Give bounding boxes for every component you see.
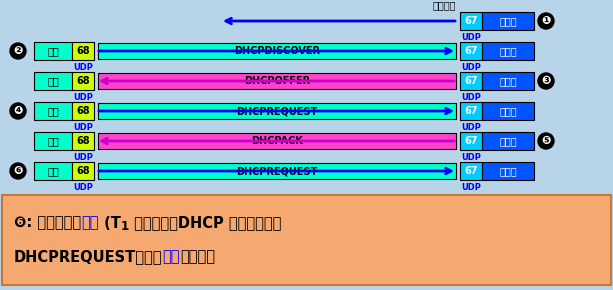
Text: ❻: 租用期过了: ❻: 租用期过了 [14, 215, 81, 231]
Text: ❶: ❶ [541, 16, 550, 26]
FancyBboxPatch shape [72, 42, 94, 60]
Text: DHCPREQUEST: DHCPREQUEST [237, 166, 318, 176]
Text: 68: 68 [76, 106, 90, 116]
FancyBboxPatch shape [460, 12, 482, 30]
Text: UDP: UDP [461, 64, 481, 72]
Text: UDP: UDP [461, 34, 481, 43]
FancyBboxPatch shape [34, 132, 72, 150]
FancyBboxPatch shape [98, 103, 456, 119]
Text: 68: 68 [76, 166, 90, 176]
FancyBboxPatch shape [482, 102, 534, 120]
FancyBboxPatch shape [98, 43, 456, 59]
Circle shape [538, 133, 554, 149]
FancyBboxPatch shape [482, 12, 534, 30]
Text: 67: 67 [464, 76, 478, 86]
Text: UDP: UDP [73, 153, 93, 162]
Text: ❷: ❷ [13, 46, 23, 56]
Text: 客户: 客户 [47, 46, 59, 56]
Text: DHCPREQUEST，要求: DHCPREQUEST，要求 [14, 249, 162, 264]
FancyBboxPatch shape [98, 73, 456, 89]
Text: ❹: ❹ [13, 106, 23, 116]
Text: DHCPDISCOVER: DHCPDISCOVER [234, 46, 320, 56]
FancyBboxPatch shape [2, 195, 611, 285]
FancyBboxPatch shape [98, 133, 456, 149]
FancyBboxPatch shape [34, 162, 72, 180]
Text: 67: 67 [464, 136, 478, 146]
FancyBboxPatch shape [72, 162, 94, 180]
Text: 客户: 客户 [47, 136, 59, 146]
Text: 1: 1 [121, 220, 129, 233]
Text: 67: 67 [464, 166, 478, 176]
Text: DHCPACK: DHCPACK [251, 136, 303, 146]
Circle shape [10, 163, 26, 179]
Text: 68: 68 [76, 136, 90, 146]
Text: 客户: 客户 [47, 76, 59, 86]
Text: 一半: 一半 [81, 215, 99, 231]
Text: 67: 67 [464, 106, 478, 116]
Circle shape [10, 43, 26, 59]
FancyBboxPatch shape [460, 42, 482, 60]
Text: 客户: 客户 [47, 106, 59, 116]
FancyBboxPatch shape [460, 162, 482, 180]
Text: UDP: UDP [461, 184, 481, 193]
Text: 67: 67 [464, 46, 478, 56]
Text: ❸: ❸ [541, 76, 550, 86]
Text: UDP: UDP [461, 124, 481, 133]
FancyBboxPatch shape [72, 132, 94, 150]
Text: UDP: UDP [73, 64, 93, 72]
Text: UDP: UDP [73, 93, 93, 102]
Circle shape [10, 103, 26, 119]
Circle shape [538, 73, 554, 89]
Text: ❺: ❺ [541, 136, 550, 146]
FancyBboxPatch shape [482, 132, 534, 150]
Text: DHCPOFFER: DHCPOFFER [244, 76, 310, 86]
Text: 服务器: 服务器 [499, 136, 517, 146]
Text: 68: 68 [76, 76, 90, 86]
Text: UDP: UDP [461, 153, 481, 162]
Text: 更新: 更新 [162, 249, 180, 264]
FancyBboxPatch shape [72, 72, 94, 90]
Text: 租用期。: 租用期。 [180, 249, 215, 264]
FancyBboxPatch shape [460, 132, 482, 150]
Text: UDP: UDP [461, 93, 481, 102]
Text: 服务器: 服务器 [499, 106, 517, 116]
FancyBboxPatch shape [460, 72, 482, 90]
Text: 服务器: 服务器 [499, 76, 517, 86]
Text: ❻: ❻ [13, 166, 23, 176]
Text: UDP: UDP [73, 124, 93, 133]
Text: 被动打开: 被动打开 [433, 0, 456, 10]
Text: (T: (T [99, 215, 121, 231]
FancyBboxPatch shape [482, 162, 534, 180]
FancyBboxPatch shape [34, 72, 72, 90]
FancyBboxPatch shape [72, 102, 94, 120]
FancyBboxPatch shape [98, 163, 456, 179]
Text: 时间到），DHCP 发送请求报文: 时间到），DHCP 发送请求报文 [129, 215, 281, 231]
Text: UDP: UDP [73, 184, 93, 193]
FancyBboxPatch shape [482, 42, 534, 60]
Text: 68: 68 [76, 46, 90, 56]
FancyBboxPatch shape [34, 102, 72, 120]
Text: DHCPREQUEST: DHCPREQUEST [237, 106, 318, 116]
FancyBboxPatch shape [460, 102, 482, 120]
Text: 服务器: 服务器 [499, 16, 517, 26]
Text: 客户: 客户 [47, 166, 59, 176]
FancyBboxPatch shape [482, 72, 534, 90]
FancyBboxPatch shape [34, 42, 72, 60]
Text: 服务器: 服务器 [499, 166, 517, 176]
Circle shape [538, 13, 554, 29]
Text: 服务器: 服务器 [499, 46, 517, 56]
Text: 67: 67 [464, 16, 478, 26]
